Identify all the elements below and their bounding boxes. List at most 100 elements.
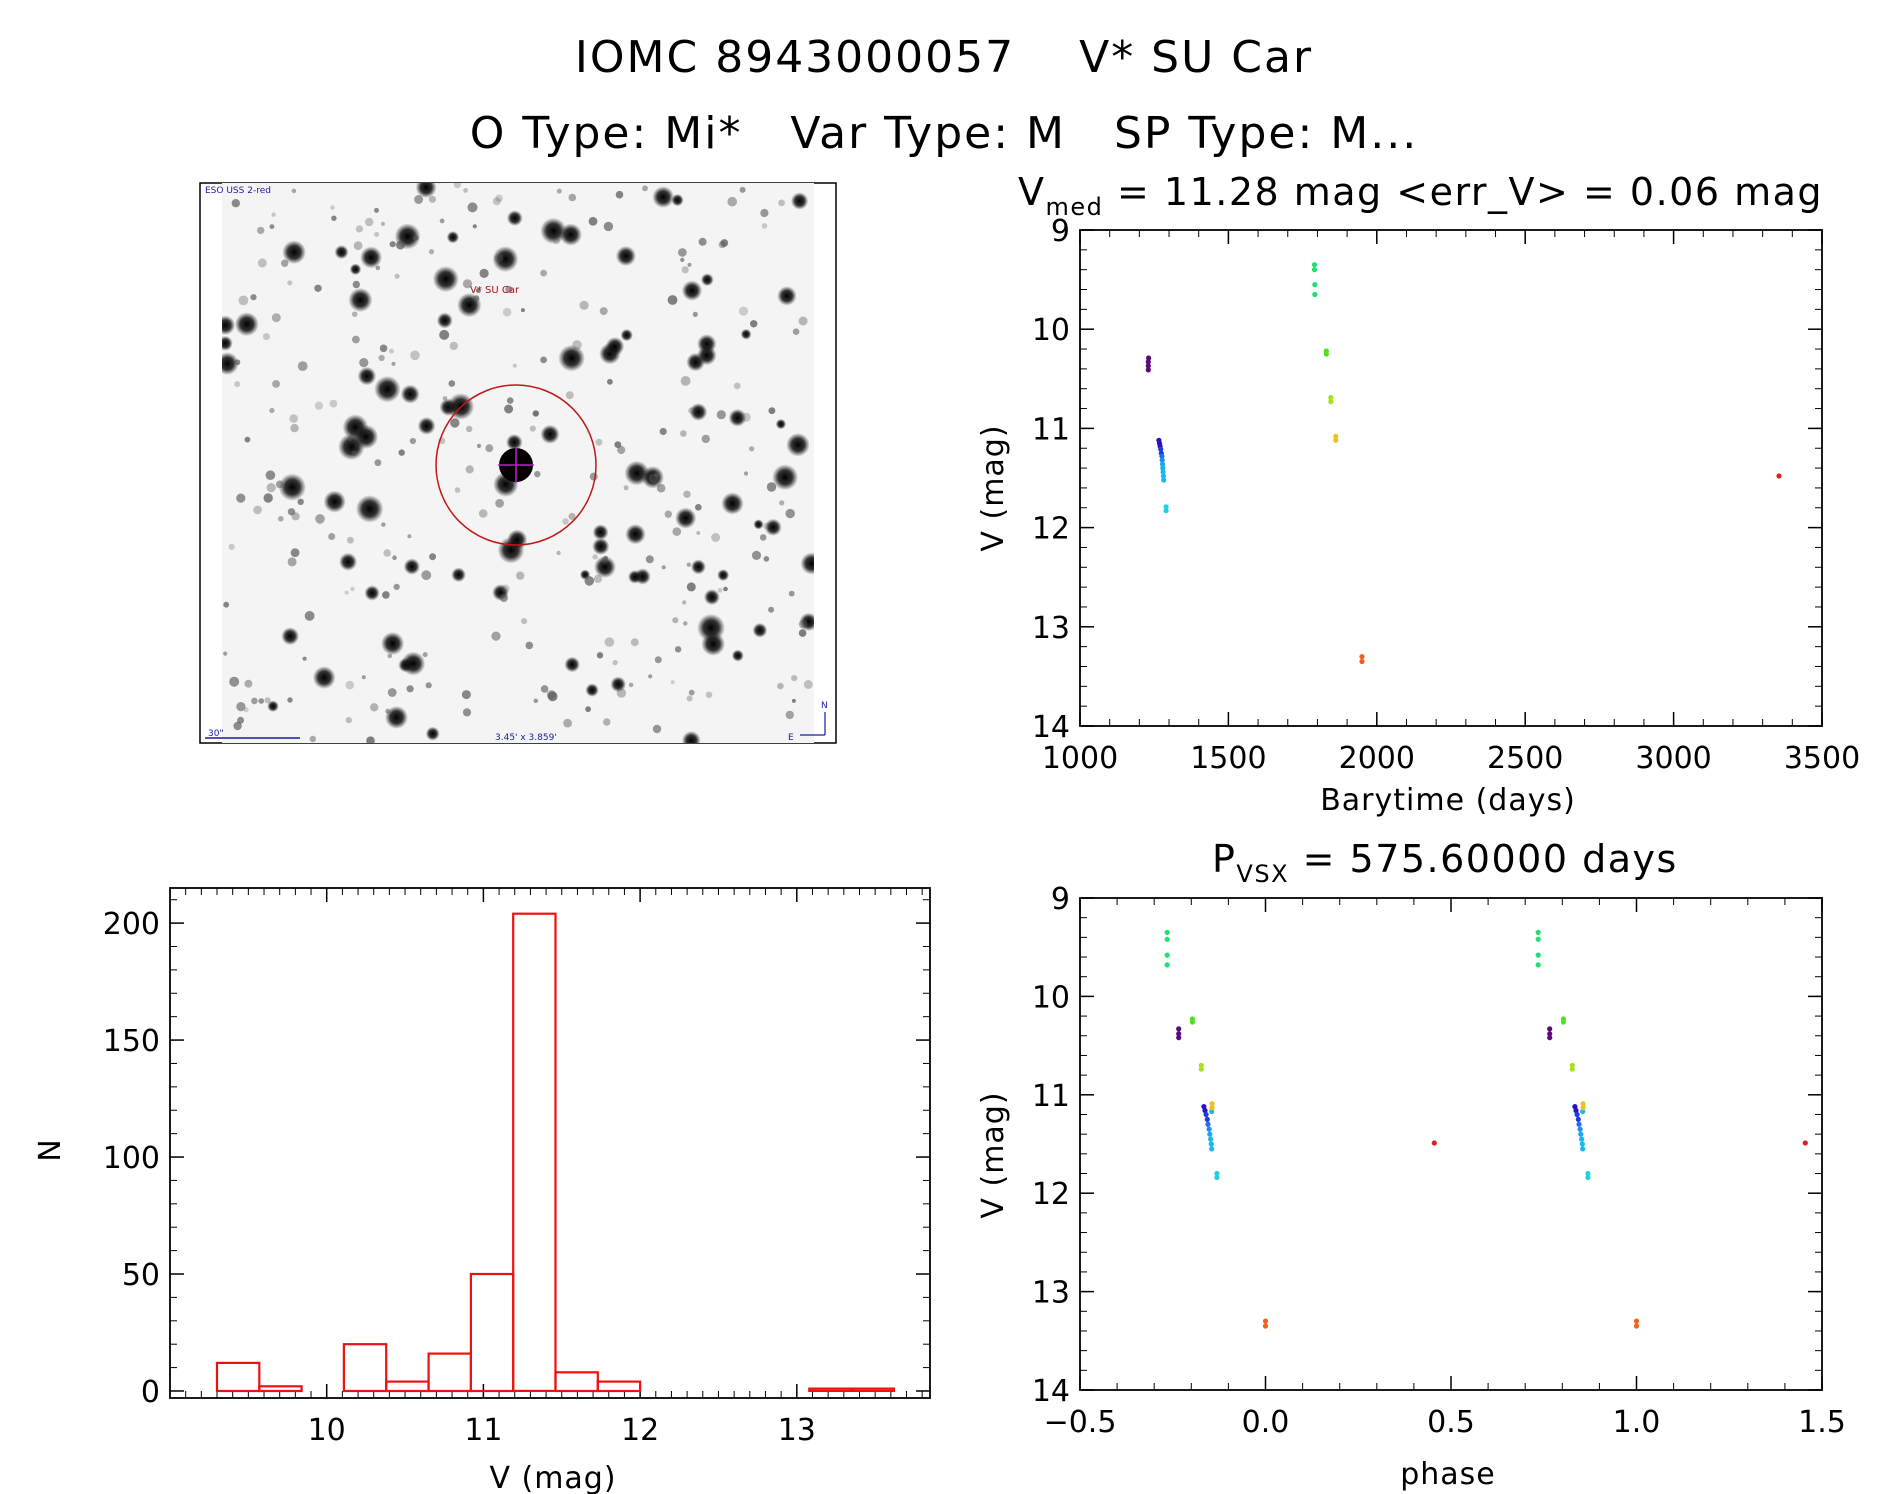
phase-point: [1164, 962, 1170, 968]
faint-star: [448, 380, 456, 387]
faint-star: [593, 574, 603, 583]
faint-star: [330, 205, 335, 210]
faint-star: [429, 553, 437, 561]
star: [222, 335, 233, 351]
faint-star: [661, 565, 666, 570]
lightcurve-point: [1311, 267, 1318, 273]
faint-star: [281, 259, 289, 267]
star: [628, 570, 642, 584]
faint-star: [505, 285, 513, 293]
faint-star: [579, 300, 589, 310]
faint-star: [525, 641, 534, 650]
lightcurve-xlabel: Barytime (days): [1320, 783, 1576, 818]
faint-star: [540, 269, 547, 277]
faint-star: [749, 446, 755, 452]
faint-star: [718, 241, 726, 249]
faint-star: [766, 482, 777, 492]
faint-star: [727, 196, 737, 207]
star: [415, 183, 437, 198]
phase-point: [1580, 1101, 1586, 1107]
star: [703, 589, 720, 606]
faint-star: [596, 652, 604, 659]
faint-star: [777, 682, 784, 690]
phase-point: [1262, 1318, 1269, 1324]
faint-star: [253, 505, 262, 515]
faint-star: [422, 652, 428, 658]
star: [790, 192, 809, 210]
lightcurve-point: [1158, 446, 1164, 452]
star: [400, 384, 420, 404]
faint-star: [309, 735, 316, 743]
star: [615, 245, 637, 267]
faint-star: [521, 618, 528, 625]
faint-star: [388, 348, 394, 354]
phase-point: [1569, 1066, 1575, 1072]
star: [610, 676, 626, 693]
phase-point: [1164, 929, 1170, 936]
star: [446, 231, 460, 244]
star: [701, 632, 726, 656]
star: [799, 612, 814, 632]
faint-star: [355, 225, 363, 233]
faint-star: [396, 240, 405, 250]
faint-star: [682, 600, 687, 605]
faint-star: [788, 590, 795, 597]
histogram-bar: [554, 1371, 599, 1393]
faint-star: [502, 307, 512, 317]
faint-star: [556, 550, 561, 556]
lightcurve-point: [1163, 508, 1169, 514]
phase-point: [1204, 1116, 1210, 1122]
faint-star: [585, 706, 591, 713]
phase-point: [1262, 1323, 1269, 1329]
faint-star: [680, 430, 687, 437]
lightcurve-point: [1312, 282, 1318, 288]
lightcurve-ytick-label: 9: [1051, 214, 1070, 249]
histogram-xtick-label: 12: [621, 1413, 659, 1448]
star: [777, 286, 797, 306]
faint-star: [391, 361, 396, 366]
histogram-ytick-label: 0: [141, 1375, 160, 1410]
faint-star: [251, 697, 258, 705]
star: [385, 705, 408, 729]
faint-star: [461, 690, 471, 700]
phase-xtick-label: 1.0: [1613, 1405, 1661, 1440]
star: [403, 558, 421, 575]
lightcurve-ytick-label: 11: [1032, 412, 1070, 447]
faint-star: [717, 587, 723, 593]
phase-point: [1572, 1104, 1578, 1110]
faint-star: [406, 685, 414, 693]
faint-star: [670, 680, 675, 685]
faint-star: [546, 690, 556, 700]
faint-star: [683, 621, 688, 626]
star: [506, 434, 523, 451]
lightcurve-point: [1146, 355, 1152, 361]
star: [507, 529, 528, 550]
faint-star: [345, 680, 355, 690]
lightcurve-point: [1159, 457, 1165, 463]
faint-star: [607, 378, 613, 385]
faint-star: [263, 493, 273, 503]
star: [764, 518, 782, 536]
faint-star: [409, 437, 416, 445]
faint-star: [304, 611, 315, 621]
faint-star: [291, 512, 300, 521]
faint-star: [266, 483, 276, 493]
faint-star: [623, 485, 629, 491]
star: [381, 631, 405, 656]
histogram-bar: [427, 1352, 473, 1393]
star: [374, 375, 401, 403]
phase-xtick-label: −0.5: [1044, 1405, 1117, 1440]
faint-star: [791, 698, 796, 703]
star: [800, 552, 814, 575]
phase-point: [1535, 952, 1541, 958]
histogram-bar: [215, 1361, 261, 1393]
star: [731, 649, 744, 662]
faint-star: [297, 361, 308, 371]
phase-ylabel: V (mag): [976, 1091, 1011, 1218]
star: [323, 490, 346, 513]
faint-star: [686, 562, 691, 567]
lightcurve-point: [1160, 465, 1166, 471]
faint-star: [442, 396, 448, 401]
faint-star: [234, 359, 241, 366]
lightcurve-frame: [1079, 229, 1823, 727]
